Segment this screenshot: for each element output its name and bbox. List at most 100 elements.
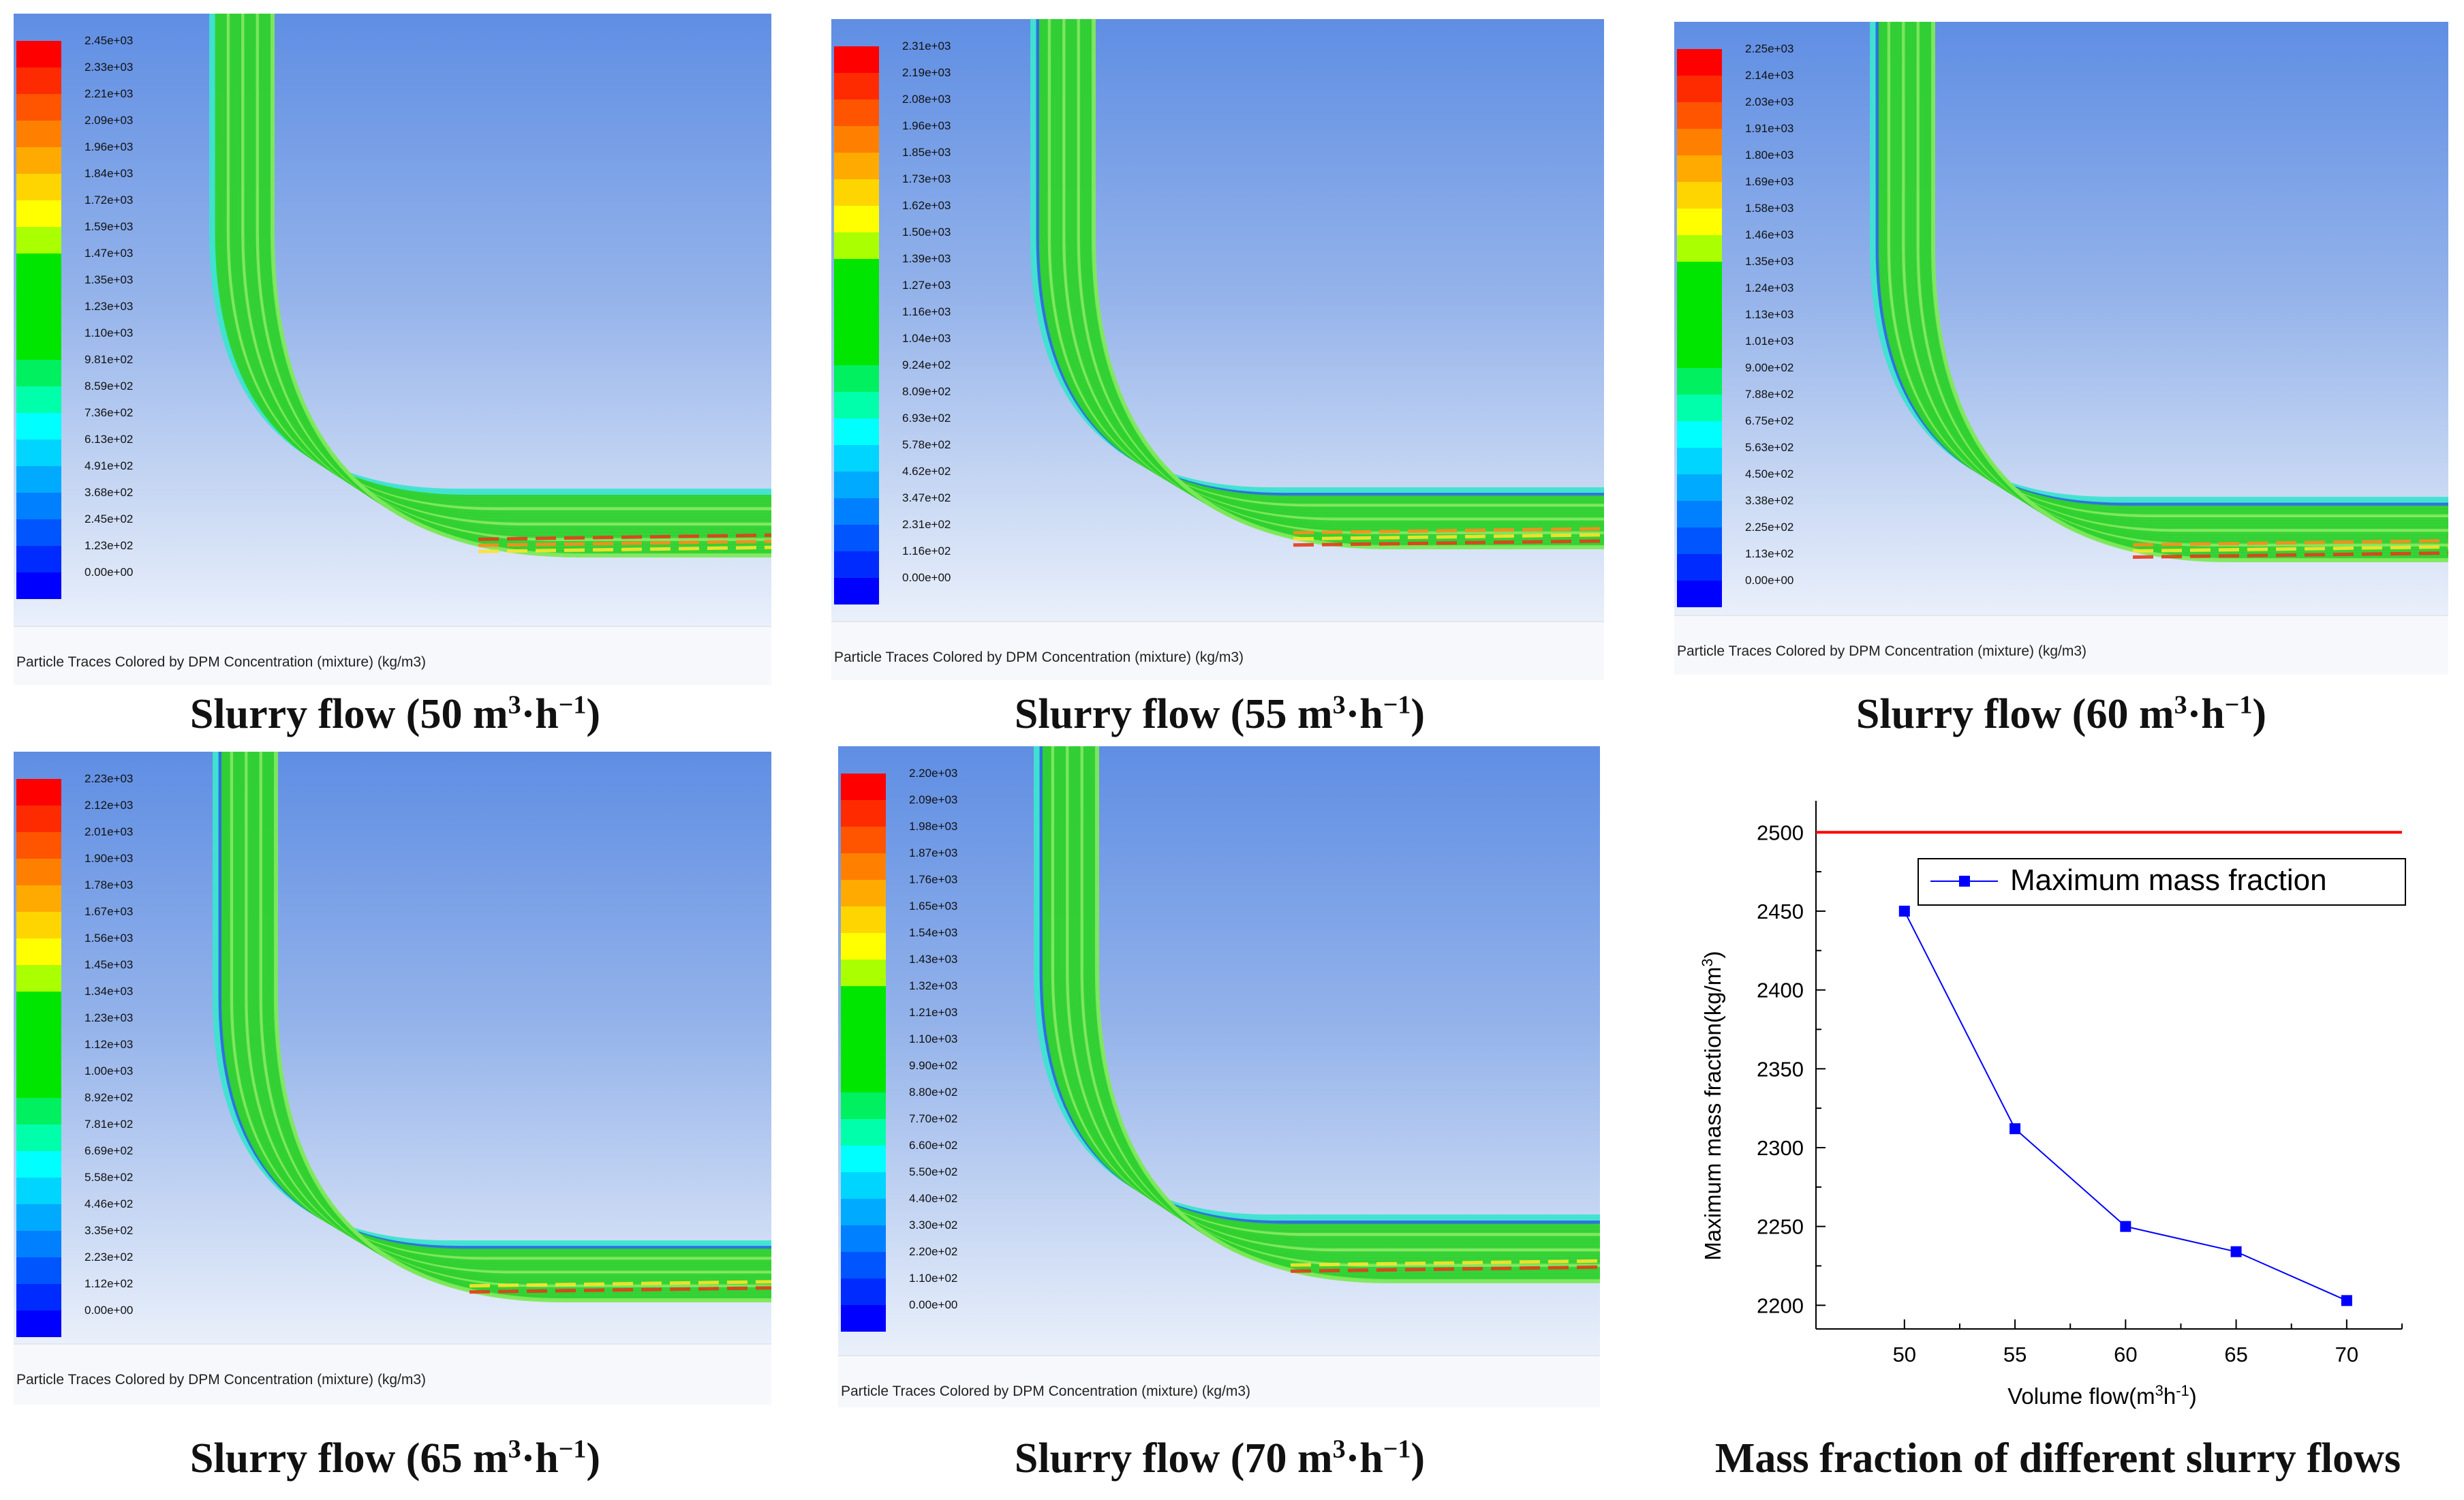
trace-hotspot	[469, 1286, 771, 1294]
series-line	[1903, 910, 2347, 1302]
trace-line	[1092, 746, 1600, 1281]
legend: Maximum mass fraction	[1918, 858, 2406, 906]
colorbar-swatch	[1677, 341, 1722, 368]
colorbar	[834, 46, 879, 604]
colorbar	[16, 41, 61, 599]
colorbar-swatch	[834, 525, 879, 551]
trace-line	[265, 752, 771, 1294]
colorbar-label: 1.00e+03	[84, 1065, 134, 1077]
colorbar-swatch	[834, 365, 879, 392]
colorbar-swatch	[834, 179, 879, 206]
colorbar-label: 2.12e+03	[84, 799, 134, 812]
x-tick-label: 60	[2114, 1343, 2137, 1366]
colorbar-swatch	[834, 472, 879, 498]
colorbar-label: 3.47e+02	[902, 491, 951, 504]
colorbar-label: 1.78e+03	[84, 878, 134, 891]
caption-55: Slurry flow (55 m3·h−1)	[1014, 690, 1426, 737]
colorbar-label: 1.10e+03	[909, 1032, 958, 1045]
colorbar-swatch	[834, 578, 879, 604]
colorbar-label: 1.12e+02	[84, 1277, 134, 1290]
colorbar-label: 1.13e+03	[1745, 308, 1794, 321]
colorbar-swatch	[834, 551, 879, 578]
colorbar-swatch	[1677, 448, 1722, 474]
colorbar-swatch	[834, 445, 879, 472]
colorbar-swatch	[16, 519, 61, 546]
colorbar-swatch	[834, 46, 879, 73]
colorbar-swatch	[834, 498, 879, 525]
trace-line	[1928, 22, 2448, 560]
colorbar-label: 1.23e+02	[84, 539, 134, 552]
colorbar-label: 2.01e+03	[84, 825, 134, 838]
colorbar-label: 2.08e+03	[902, 93, 951, 106]
colorbar-label: 2.33e+03	[84, 61, 134, 74]
colorbar-swatch	[16, 572, 61, 599]
colorbar-swatch	[841, 1039, 886, 1066]
colorbar-label: 8.59e+02	[84, 380, 134, 393]
colorbar-swatch	[841, 1146, 886, 1172]
colorbar-label: 1.01e+03	[1745, 335, 1794, 348]
trace-hotspot	[1293, 533, 1604, 541]
colorbar-swatch	[1677, 49, 1722, 76]
trace-line	[1925, 22, 2448, 557]
colorbar-swatch	[841, 1199, 886, 1225]
trace-line	[271, 14, 771, 557]
colorbar-swatch	[1677, 182, 1722, 209]
colorbar-label: 2.21e+03	[84, 87, 134, 100]
colorbar-label: 3.38e+02	[1745, 494, 1794, 507]
colorbar-swatch	[16, 41, 61, 67]
colorbar-swatch	[16, 859, 61, 885]
panel-50: 2.45e+03 2.33e+03 2.21e+03 2.09e+03 1.96e+03…	[14, 14, 771, 685]
colorbar-swatch	[16, 806, 61, 832]
caption-65: Slurry flow (65 m3·h−1)	[189, 1435, 601, 1482]
colorbar-swatch	[16, 466, 61, 493]
trace-line	[1095, 746, 1600, 1283]
colorbar-label: 1.43e+03	[909, 953, 958, 966]
colorbar-swatch	[16, 1098, 61, 1124]
colorbar-label: 9.81e+02	[84, 353, 134, 366]
colorbar-swatch	[841, 1092, 886, 1119]
colorbar-label: 1.23e+03	[84, 1011, 134, 1024]
colorbar-swatch	[841, 827, 886, 853]
colorbar-swatch	[16, 413, 61, 440]
colorbar-swatch	[16, 360, 61, 386]
colorbar-label: 2.19e+03	[902, 66, 951, 79]
colorbar-label: 1.76e+03	[909, 873, 958, 886]
colorbar-label: 1.24e+03	[1745, 281, 1794, 294]
colorbar-swatch	[1677, 76, 1722, 102]
trace-hotspot	[1290, 1259, 1600, 1267]
trace-line	[259, 752, 771, 1289]
colorbar-swatch	[16, 280, 61, 307]
colorbar-label: 2.09e+03	[909, 793, 958, 806]
colorbar-label: 1.67e+03	[84, 905, 134, 918]
colorbar	[1677, 49, 1722, 607]
trace-line	[1931, 22, 2448, 562]
colorbar-label: 1.98e+03	[909, 820, 958, 833]
colorbar-swatch	[1677, 262, 1722, 288]
particle-traces	[1030, 19, 1604, 549]
caption-60: Slurry flow (60 m3·h−1)	[1855, 690, 2267, 737]
colorbar-swatch	[16, 307, 61, 333]
colorbar-swatch	[16, 779, 61, 806]
trace-line	[1092, 19, 1604, 549]
panel-55: 2.31e+03 2.19e+03 2.08e+03 1.96e+03 1.85e+03…	[831, 19, 1604, 680]
colorbar-label: 5.58e+02	[84, 1171, 134, 1184]
colorbar-swatch	[16, 1231, 61, 1257]
colorbar-swatch	[16, 94, 61, 121]
data-point	[2009, 1123, 2021, 1135]
colorbar-label: 1.80e+03	[1745, 149, 1794, 162]
colorbar-swatch	[16, 832, 61, 859]
colorbar-label: 1.58e+03	[1745, 202, 1794, 215]
footer-label: Particle Traces Colored by DPM Concentra…	[1677, 643, 2087, 659]
colorbar-swatch	[841, 1225, 886, 1252]
colorbar-swatch	[16, 1284, 61, 1311]
trace-hotspot	[478, 545, 771, 553]
trace-line	[1083, 746, 1600, 1271]
colorbar-label: 4.91e+02	[84, 459, 134, 472]
trace-line	[268, 752, 771, 1297]
colorbar-swatch	[841, 1013, 886, 1039]
colorbar-swatch	[16, 493, 61, 519]
colorbar-label: 8.80e+02	[909, 1086, 958, 1099]
colorbar-swatch	[834, 126, 879, 153]
trace-hotspot	[1290, 1265, 1600, 1273]
colorbar-swatch	[16, 147, 61, 174]
